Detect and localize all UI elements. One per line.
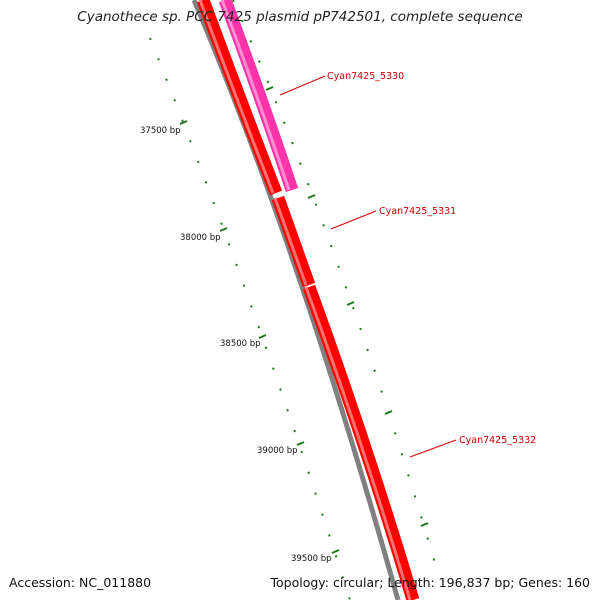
- gene-cyan7425-5330[interactable]: [218, 0, 299, 193]
- gene-label-5331: Cyan7425_5331: [379, 206, 456, 217]
- leader-line-5330: [279, 75, 326, 96]
- major-ticks-outer: [265, 86, 429, 527]
- gene-label-5330: Cyan7425_5330: [327, 71, 404, 82]
- major-ticks-inner: [179, 120, 340, 554]
- accession-text: Accession: NC_011880: [9, 575, 152, 590]
- tick-label-38000: 38000 bp: [180, 233, 221, 243]
- tick-label-39000: 39000 bp: [257, 446, 298, 456]
- map-title: Cyanothece sp. PCC 7425 plasmid pP742501…: [77, 9, 523, 25]
- leader-line-5331: [330, 210, 377, 230]
- tick-label-37500: 37500 bp: [140, 126, 181, 136]
- gene-cyan7425-5330-highlight: [220, 0, 291, 191]
- sequence-backbone: [191, 0, 401, 600]
- gene-cyan7425-5329-highlight: [198, 0, 275, 194]
- tick-label-39500: 39500 bp: [291, 554, 332, 564]
- leader-line-5332: [409, 439, 457, 458]
- gene-cyan7425-5332-highlight: [304, 286, 412, 600]
- sequence-summary: Topology: circular; Length: 196,837 bp; …: [270, 575, 591, 590]
- outer-tick-track: [232, 0, 441, 581]
- gene-cyan7425-5329[interactable]: [196, 0, 283, 196]
- gene-label-5332: Cyan7425_5332: [459, 435, 536, 446]
- gene-cyan7425-5331-highlight: [273, 197, 308, 286]
- tick-label-38500: 38500 bp: [220, 339, 261, 349]
- gene-cyan7425-5332[interactable]: [302, 284, 420, 600]
- gene-cyan7425-5331[interactable]: [271, 195, 316, 288]
